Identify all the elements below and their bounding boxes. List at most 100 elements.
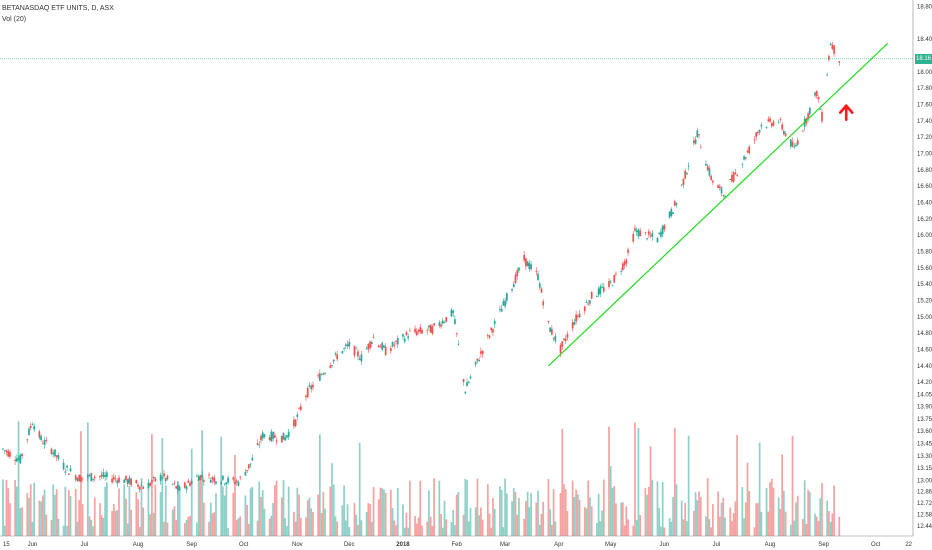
candle-body	[43, 440, 46, 445]
volume-bar	[815, 516, 818, 536]
candle-body	[365, 348, 368, 350]
candle-body	[705, 163, 707, 166]
candle-body	[405, 332, 408, 336]
volume-bar	[433, 478, 435, 536]
candle-body	[518, 267, 520, 271]
candle-body	[99, 475, 101, 477]
volume-bar	[443, 500, 446, 536]
candle-body	[757, 132, 759, 134]
candle-body	[499, 308, 501, 310]
volume-bar	[755, 503, 758, 536]
candle-body	[237, 481, 240, 486]
y-tick-label: 16.80	[917, 168, 932, 174]
candle-body	[247, 464, 250, 469]
volume-bar	[341, 505, 344, 536]
candle-body	[159, 475, 162, 481]
y-tick-label: 13.00	[917, 478, 932, 484]
volume-bar	[770, 478, 773, 536]
volume-bar	[538, 524, 541, 536]
candle-body	[29, 425, 32, 428]
volume-bar	[149, 514, 152, 536]
volume-bar	[722, 497, 725, 536]
candle-body	[596, 296, 598, 297]
volume-bar	[284, 518, 287, 536]
volume-bar	[331, 463, 333, 536]
volume-bar	[293, 511, 295, 536]
volume-bar	[2, 479, 4, 536]
candle-body	[225, 482, 228, 485]
volume-bar	[639, 515, 642, 536]
volume-bar	[637, 427, 640, 536]
candle-body	[270, 431, 273, 442]
volume-bar	[111, 510, 113, 536]
candle-body	[469, 376, 472, 379]
candle-body	[154, 477, 157, 482]
volume-bar	[76, 521, 79, 536]
volume-bar	[383, 489, 385, 536]
volume-bar	[608, 426, 610, 536]
candle-body	[260, 435, 262, 441]
candle-body	[282, 432, 285, 440]
candlesticks	[2, 41, 841, 494]
volume-bar	[724, 517, 726, 536]
candle-body	[227, 477, 229, 483]
volume-bar	[190, 448, 193, 536]
candle-body	[796, 140, 799, 145]
volume-bar	[187, 516, 190, 536]
x-tick-label: 22	[905, 542, 912, 548]
volume-bar	[656, 481, 659, 536]
candle-body	[720, 187, 723, 194]
candle-body	[346, 344, 349, 347]
candle-body	[336, 354, 339, 360]
candle-body	[566, 334, 569, 338]
volume-bar	[647, 486, 650, 536]
candle-body	[62, 462, 65, 470]
volume-bar	[438, 480, 441, 536]
volume-bar	[632, 525, 635, 536]
candle-body	[789, 139, 792, 147]
volume-bar	[772, 487, 775, 536]
volume-bar	[177, 481, 179, 536]
candle-body	[246, 470, 248, 472]
candle-body	[31, 424, 34, 426]
candle-body	[829, 43, 832, 46]
volume-bar	[370, 521, 373, 536]
volume-bar	[322, 491, 325, 536]
volume-bar	[609, 466, 612, 536]
y-tick-label: 16.00	[917, 233, 932, 239]
volume-bar	[542, 501, 545, 536]
volume-bar	[692, 510, 695, 536]
volume-bar	[202, 502, 205, 536]
volume-bar	[518, 497, 520, 536]
candle-body	[620, 271, 622, 272]
candle-body	[779, 119, 782, 121]
volume-bar	[81, 504, 84, 536]
candle-body	[171, 483, 174, 485]
candle-body	[686, 172, 688, 175]
volume-bar	[502, 527, 505, 536]
candle-body	[164, 478, 167, 482]
candle-body	[512, 284, 515, 288]
volume-bar	[384, 492, 387, 536]
candle-body	[312, 384, 314, 388]
candle-body	[443, 322, 446, 323]
volume-bar	[239, 516, 242, 536]
volume-bar	[753, 527, 756, 536]
volume-bar	[414, 516, 416, 536]
volume-bar	[147, 483, 150, 536]
y-tick-label: 13.75	[917, 417, 932, 423]
candle-body	[28, 428, 30, 435]
y-tick-label: 17.80	[917, 86, 932, 92]
candle-body	[590, 291, 593, 299]
volume-bar	[21, 507, 23, 536]
candle-body	[833, 45, 835, 54]
volume-bar	[268, 518, 271, 536]
trend-line[interactable]	[547, 42, 889, 367]
volume-bar	[99, 503, 101, 536]
volume-bar	[587, 480, 590, 536]
volume-bar	[407, 527, 410, 536]
volume-bar	[126, 523, 129, 536]
x-tick-label: Jun	[660, 542, 670, 548]
candle-body	[718, 186, 721, 188]
